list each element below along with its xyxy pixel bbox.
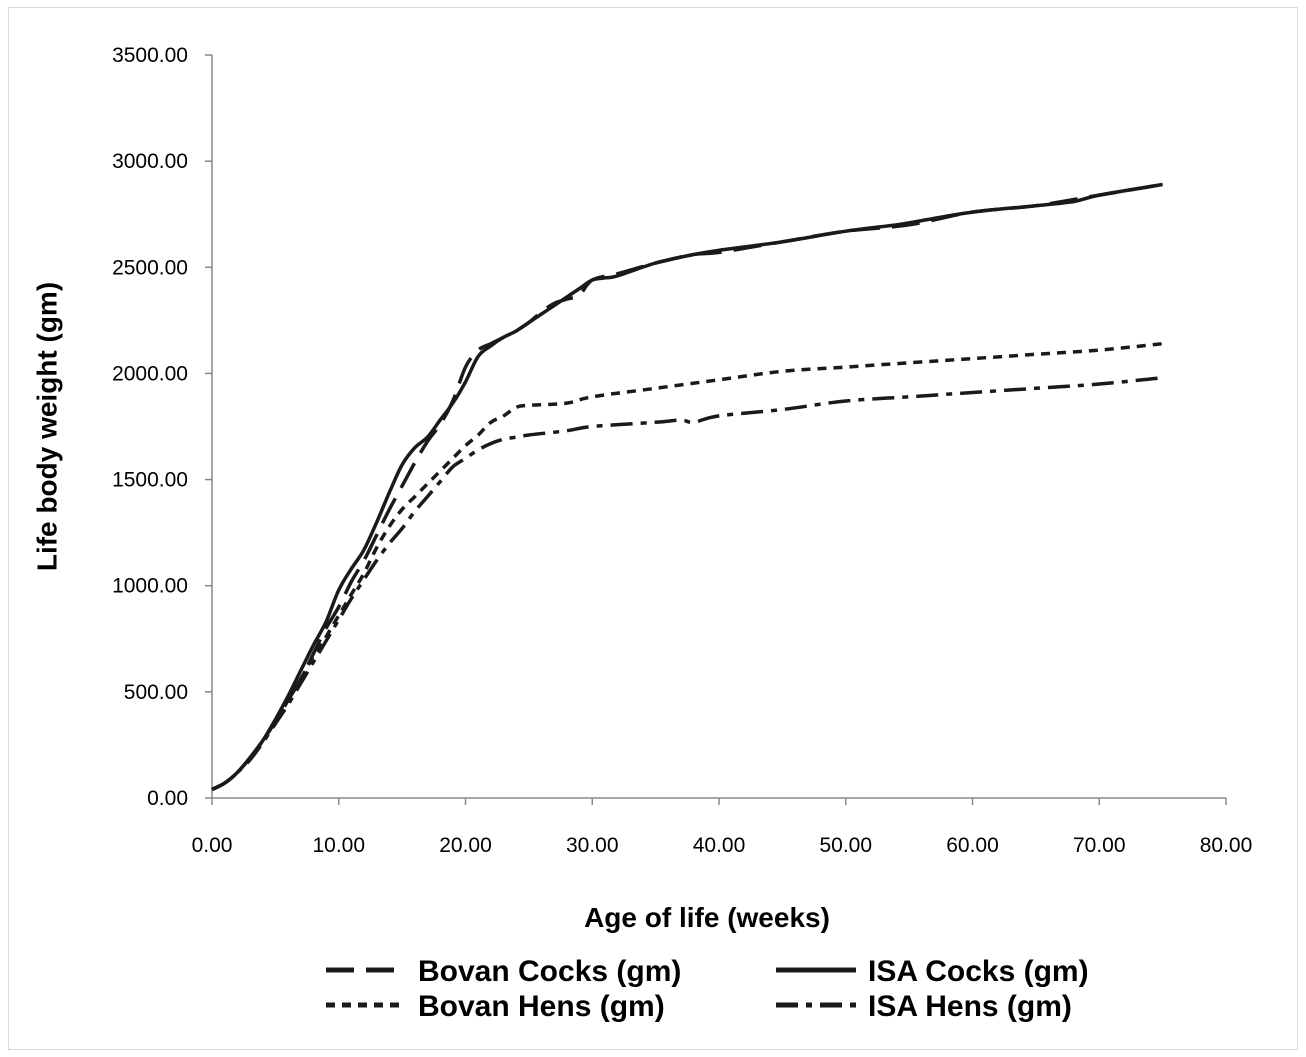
y-tick-label: 2500.00 xyxy=(112,256,188,279)
legend-label: Bovan Hens (gm) xyxy=(418,990,665,1023)
y-axis-ticks: 0.00 500.00 1000.00 1500.00 2000.00 2500.00 30… xyxy=(112,44,212,810)
legend-item-isa-hens: ISA Hens (gm) xyxy=(776,990,1072,1023)
x-tick-label: 80.00 xyxy=(1200,834,1253,857)
y-tick-label: 3000.00 xyxy=(112,150,188,173)
legend-label: ISA Cocks (gm) xyxy=(868,955,1089,988)
y-tick-label: 1000.00 xyxy=(112,575,188,598)
x-tick-label: 20.00 xyxy=(439,834,492,857)
y-tick-label: 0.00 xyxy=(147,787,188,810)
legend-item-bovan-hens: Bovan Hens (gm) xyxy=(326,990,665,1023)
y-tick-label: 500.00 xyxy=(124,681,188,704)
x-tick-label: 0.00 xyxy=(192,834,233,857)
legend-label: Bovan Cocks (gm) xyxy=(418,955,681,988)
x-axis-title: Age of life (weeks) xyxy=(584,902,830,933)
x-tick-label: 70.00 xyxy=(1073,834,1126,857)
legend-item-bovan-cocks: Bovan Cocks (gm) xyxy=(326,955,681,988)
legend-item-isa-cocks: ISA Cocks (gm) xyxy=(776,955,1089,988)
x-tick-label: 60.00 xyxy=(946,834,999,857)
y-axis-title: Life body weight (gm) xyxy=(31,282,62,571)
y-tick-label: 3500.00 xyxy=(112,44,188,67)
x-tick-label: 40.00 xyxy=(693,834,746,857)
x-tick-label: 10.00 xyxy=(312,834,365,857)
x-tick-label: 50.00 xyxy=(819,834,872,857)
legend-label: ISA Hens (gm) xyxy=(868,990,1072,1023)
x-tick-label: 30.00 xyxy=(566,834,619,857)
series-layer xyxy=(211,182,1163,792)
y-tick-label: 1500.00 xyxy=(112,469,188,492)
legend: Bovan Cocks (gm)Bovan Hens (gm) ISA Cocks… xyxy=(326,955,1089,1023)
x-axis-ticks: 0.00 10.00 20.00 30.00 40.00 50.00 60.00 70.00 8… xyxy=(192,798,1253,857)
chart-frame xyxy=(8,7,1298,1050)
y-tick-label: 2000.00 xyxy=(112,362,188,385)
series-line-bovan-hens xyxy=(211,341,1163,792)
series-line-bovan-cocks xyxy=(211,182,1163,792)
series-line-isa-cocks xyxy=(211,182,1163,792)
series-line-isa-hens xyxy=(211,375,1163,792)
